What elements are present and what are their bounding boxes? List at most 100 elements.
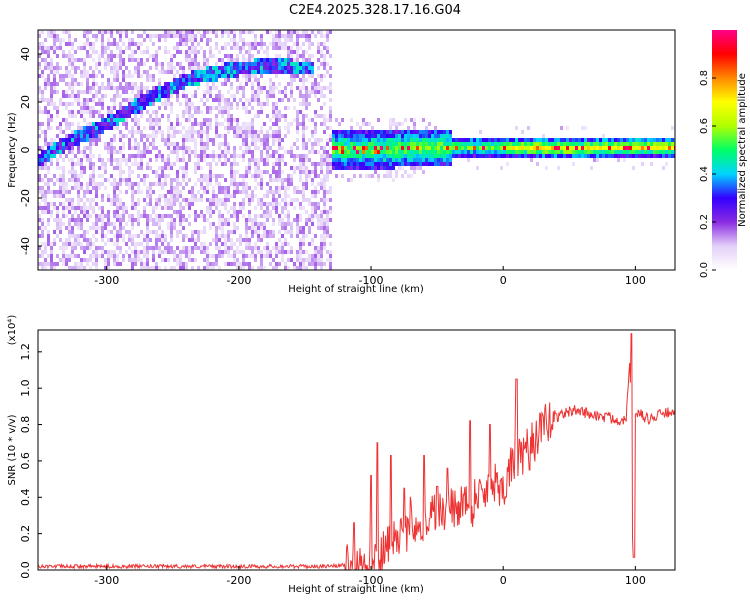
heatmap-cell <box>305 58 308 62</box>
heatmap-cell <box>200 142 203 146</box>
heatmap-cell <box>68 62 71 66</box>
heatmap-cell <box>53 154 56 158</box>
heatmap-cell <box>329 110 332 114</box>
heatmap-cell <box>302 94 305 98</box>
heatmap-cell <box>50 266 53 270</box>
heatmap-cell <box>557 150 560 154</box>
heatmap-cell <box>119 34 122 38</box>
heatmap-cell <box>62 246 65 250</box>
heatmap-cell <box>554 154 557 158</box>
heatmap-cell <box>398 150 401 154</box>
heatmap-cell <box>296 154 299 158</box>
heatmap-cell <box>107 54 110 58</box>
heatmap-cell <box>155 98 158 102</box>
heatmap-cell <box>182 174 185 178</box>
heatmap-cell <box>317 86 320 90</box>
heatmap-cell <box>338 134 341 138</box>
heatmap-cell <box>50 34 53 38</box>
heatmap-cell <box>101 46 104 50</box>
heatmap-cell <box>269 154 272 158</box>
heatmap-cell <box>296 118 299 122</box>
heatmap-cell <box>185 146 188 150</box>
heatmap-cell <box>284 226 287 230</box>
heatmap-cell <box>62 118 65 122</box>
heatmap-cell <box>164 86 167 90</box>
heatmap-cell <box>629 138 632 142</box>
heatmap-cell <box>278 166 281 170</box>
heatmap-cell <box>122 118 125 122</box>
heatmap-cell <box>518 146 521 150</box>
heatmap-cell <box>317 174 320 178</box>
heatmap-cell <box>212 194 215 198</box>
heatmap-cell <box>320 30 323 34</box>
heatmap-cell <box>110 106 113 110</box>
heatmap-cell <box>422 150 425 154</box>
heatmap-cell <box>224 30 227 34</box>
heatmap-cell <box>197 42 200 46</box>
heatmap-cell <box>200 74 203 78</box>
heatmap-cell <box>512 150 515 154</box>
heatmap-cell <box>254 114 257 118</box>
heatmap-cell <box>524 146 527 150</box>
heatmap-cell <box>143 246 146 250</box>
heatmap-cell <box>185 266 188 270</box>
heatmap-cell <box>377 166 380 170</box>
heatmap-cell <box>206 210 209 214</box>
heatmap-cell <box>170 54 173 58</box>
heatmap-cell <box>80 246 83 250</box>
heatmap-cell <box>146 234 149 238</box>
heatmap-cell <box>56 166 59 170</box>
heatmap-cell <box>134 242 137 246</box>
heatmap-cell <box>95 94 98 98</box>
heatmap-cell <box>212 82 215 86</box>
heatmap-cell <box>146 70 149 74</box>
heatmap-cell <box>317 190 320 194</box>
heatmap-cell <box>170 30 173 34</box>
heatmap-cell <box>392 178 395 182</box>
heatmap-cell <box>194 138 197 142</box>
heatmap-cell <box>290 38 293 42</box>
heatmap-cell <box>419 130 422 134</box>
heatmap-cell <box>338 130 341 134</box>
heatmap-cell <box>83 150 86 154</box>
heatmap-cell <box>617 146 620 150</box>
heatmap-cell <box>38 42 41 46</box>
heatmap-cell <box>155 246 158 250</box>
heatmap-cell <box>638 142 641 146</box>
heatmap-cell <box>158 78 161 82</box>
heatmap-cell <box>566 154 569 158</box>
heatmap-cell <box>269 70 272 74</box>
heatmap-cell <box>248 162 251 166</box>
heatmap-cell <box>170 190 173 194</box>
heatmap-cell <box>158 90 161 94</box>
heatmap-cell <box>122 90 125 94</box>
heatmap-cell <box>92 78 95 82</box>
heatmap-cell <box>122 210 125 214</box>
heatmap-cell <box>173 202 176 206</box>
heatmap-cell <box>566 138 569 142</box>
heatmap-cell <box>92 234 95 238</box>
heatmap-cell <box>308 138 311 142</box>
heatmap-cell <box>164 142 167 146</box>
heatmap-cell <box>185 218 188 222</box>
heatmap-cell <box>263 146 266 150</box>
heatmap-cell <box>281 242 284 246</box>
heatmap-cell <box>71 94 74 98</box>
heatmap-cell <box>590 138 593 142</box>
heatmap-cell <box>290 86 293 90</box>
heatmap-cell <box>200 110 203 114</box>
y-tick-label: 0.6 <box>19 452 32 470</box>
heatmap-cell <box>278 82 281 86</box>
heatmap-cell <box>164 162 167 166</box>
heatmap-cell <box>254 218 257 222</box>
heatmap-cell <box>98 246 101 250</box>
heatmap-cell <box>428 162 431 166</box>
heatmap-cell <box>224 190 227 194</box>
heatmap-cell <box>302 114 305 118</box>
heatmap-cell <box>254 42 257 46</box>
heatmap-cell <box>245 226 248 230</box>
heatmap-cell <box>224 126 227 130</box>
heatmap-cell <box>41 198 44 202</box>
heatmap-cell <box>191 230 194 234</box>
heatmap-cell <box>530 146 533 150</box>
